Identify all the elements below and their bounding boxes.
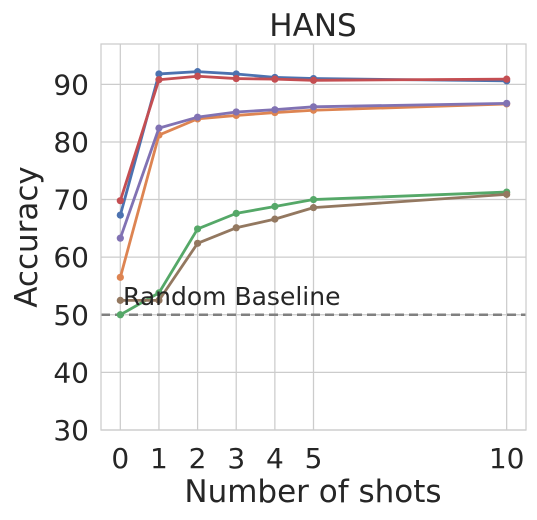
x-tick-label: 3 <box>227 442 245 475</box>
x-tick-label: 2 <box>189 442 207 475</box>
data-point <box>271 215 279 223</box>
y-tick-label: 30 <box>53 414 89 447</box>
data-point <box>155 76 163 84</box>
data-point <box>309 103 318 111</box>
data-point <box>309 76 318 84</box>
data-point <box>116 197 124 205</box>
x-axis-label: Number of shots <box>184 474 441 510</box>
data-point <box>193 72 202 80</box>
x-tick-label: 10 <box>489 442 525 475</box>
data-point <box>116 296 124 304</box>
y-tick-label: 40 <box>53 356 89 389</box>
y-tick-label: 70 <box>53 184 89 217</box>
data-point <box>155 296 163 304</box>
chart-title: HANS <box>269 8 356 44</box>
series-3 <box>116 188 511 319</box>
data-point <box>271 202 279 211</box>
data-point <box>116 234 124 242</box>
plot-frame <box>100 43 527 431</box>
data-point <box>309 204 318 212</box>
data-point <box>116 211 124 219</box>
x-tick-label: 0 <box>111 442 129 475</box>
data-point <box>193 239 202 247</box>
data-point <box>155 124 163 132</box>
data-point <box>193 225 202 233</box>
x-tick-label: 5 <box>305 442 323 475</box>
data-point <box>503 75 511 83</box>
series-5 <box>116 99 511 242</box>
y-tick-label: 90 <box>53 68 89 101</box>
data-point <box>116 273 124 281</box>
data-point <box>271 75 279 83</box>
data-point <box>232 108 240 116</box>
data-point <box>116 311 124 319</box>
y-tick-label: 80 <box>53 126 89 159</box>
grid <box>101 44 526 431</box>
data-point <box>155 289 163 297</box>
data-point <box>232 74 240 83</box>
data-point <box>193 113 202 121</box>
x-tick-label: 1 <box>150 442 168 475</box>
data-point <box>503 99 511 107</box>
series-4 <box>116 72 511 205</box>
data-point <box>232 224 240 232</box>
y-tick-label: 50 <box>53 299 89 332</box>
data-point <box>155 70 163 78</box>
data-point <box>309 195 318 204</box>
baseline-label: Random Baseline <box>123 282 340 311</box>
data-point <box>503 190 511 198</box>
series-layer <box>116 68 511 319</box>
data-point <box>271 106 279 114</box>
y-axis-label: Accuracy <box>9 166 45 308</box>
x-tick-labels: 0 1 2 3 4 5 10 <box>111 442 524 475</box>
y-tick-label: 60 <box>53 241 89 274</box>
data-point <box>232 209 240 217</box>
x-tick-label: 4 <box>266 442 284 475</box>
y-tick-labels: 30 40 50 60 70 80 90 <box>53 68 89 447</box>
series-6 <box>116 190 511 304</box>
